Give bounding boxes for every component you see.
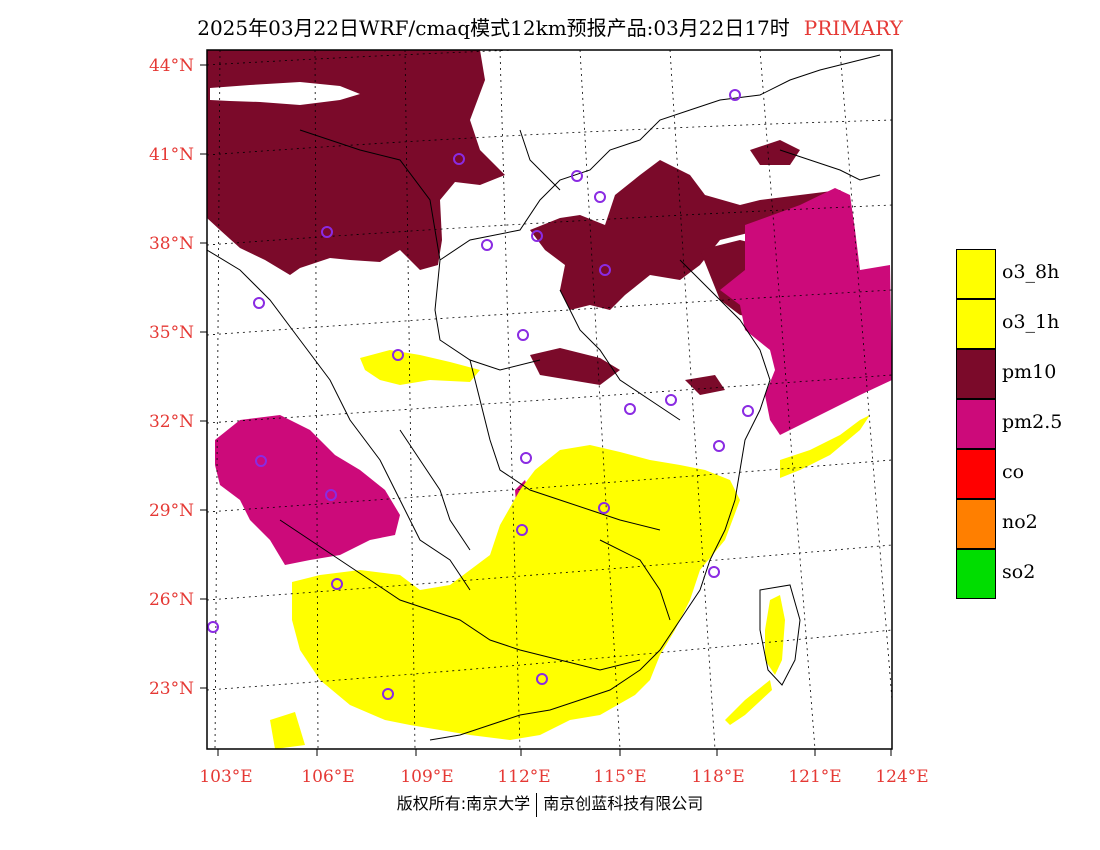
legend-swatch — [956, 549, 996, 599]
station-marker — [520, 452, 532, 464]
legend-label: o3_1h — [1002, 311, 1060, 333]
legend-label: co — [1002, 461, 1025, 483]
lon-tick-label: 106°E — [301, 767, 354, 787]
station-marker — [331, 578, 343, 590]
station-marker — [742, 405, 754, 417]
station-marker — [325, 489, 337, 501]
station-marker — [729, 89, 741, 101]
lon-tick-label: 109°E — [400, 767, 453, 787]
copyright-divider — [536, 792, 538, 817]
station-marker — [624, 403, 636, 415]
map-title: 2025年03月22日WRF/cmaq模式12km预报产品:03月22日17时 P… — [0, 12, 1100, 41]
station-marker — [594, 191, 606, 203]
station-marker — [531, 230, 543, 242]
lat-tick-label: 41°N — [149, 145, 194, 165]
station-marker — [382, 688, 394, 700]
lon-tick-label: 121°E — [788, 767, 841, 787]
o3-region-shaanxi — [360, 350, 480, 385]
station-marker — [536, 673, 548, 685]
station-marker — [481, 239, 493, 251]
legend-label: o3_8h — [1002, 261, 1060, 283]
lon-axis: 103°E 106°E 109°E 112°E 115°E 118°E 121°… — [199, 749, 929, 787]
lat-tick-label: 23°N — [149, 679, 194, 699]
station-marker — [253, 297, 265, 309]
legend-label: so2 — [1002, 561, 1036, 583]
graticule — [207, 50, 892, 749]
station-marker — [516, 524, 528, 536]
lon-tick-label: 118°E — [691, 767, 744, 787]
map-frame — [206, 49, 893, 750]
station-marker — [453, 153, 465, 165]
station-marker — [713, 440, 725, 452]
legend-swatch — [956, 249, 996, 299]
station-marker — [708, 566, 720, 578]
station-marker — [392, 349, 404, 361]
pm10-region-north — [207, 50, 505, 275]
copyright-owner: 版权所有:南京大学 — [396, 794, 531, 813]
title-main: 2025年03月22日WRF/cmaq模式12km预报产品:03月22日17时 — [197, 16, 790, 40]
station-marker — [207, 621, 219, 633]
o3-region-south-china — [292, 445, 740, 740]
o3-region-east-sea — [780, 415, 870, 478]
o3-region-taiwan — [765, 595, 785, 675]
lat-tick-label: 32°N — [149, 412, 194, 432]
legend-swatch — [956, 349, 996, 399]
lon-tick-label: 112°E — [497, 767, 550, 787]
station-marker — [665, 394, 677, 406]
pm10-region-northwest-hole — [210, 82, 360, 105]
lat-tick-label: 38°N — [149, 234, 194, 254]
legend-label: no2 — [1002, 511, 1038, 533]
lon-tick-label: 115°E — [593, 767, 646, 787]
station-markers — [207, 89, 754, 700]
pm25-region-sichuan — [215, 415, 400, 565]
station-marker — [599, 264, 611, 276]
legend-swatch — [956, 299, 996, 349]
station-marker — [255, 455, 267, 467]
pm10-region-shandong-north — [750, 140, 800, 165]
station-marker — [517, 329, 529, 341]
o3-region-sw-corner — [270, 712, 305, 749]
lat-tick-label: 44°N — [149, 56, 194, 76]
copyright-line: 版权所有:南京大学 南京创蓝科技有限公司 — [0, 790, 1100, 817]
lat-tick-label: 26°N — [149, 590, 194, 610]
station-marker — [571, 170, 583, 182]
pm10-region-east-patch — [685, 375, 725, 395]
o3-region-coast-strip — [725, 680, 772, 725]
lat-axis: 44°N 41°N 38°N 35°N 32°N 29°N 26°N 23°N — [149, 56, 207, 699]
boundary-lines — [207, 54, 881, 741]
title-tag: PRIMARY — [803, 16, 903, 40]
legend-swatch — [956, 499, 996, 549]
legend-swatch — [956, 449, 996, 499]
legend-label: pm10 — [1002, 361, 1057, 383]
pm10-region-huai — [530, 348, 620, 385]
station-marker — [598, 502, 610, 514]
lat-tick-label: 35°N — [149, 323, 194, 343]
pm25-region-yellow-sea — [720, 188, 892, 435]
map-content — [207, 50, 892, 749]
legend-swatch — [956, 399, 996, 449]
legend-label: pm2.5 — [1002, 411, 1063, 433]
lon-tick-label: 103°E — [199, 767, 252, 787]
lat-tick-label: 29°N — [149, 501, 194, 521]
lon-tick-label: 124°E — [875, 767, 928, 787]
station-marker — [321, 226, 333, 238]
copyright-company: 南京创蓝科技有限公司 — [543, 794, 704, 813]
